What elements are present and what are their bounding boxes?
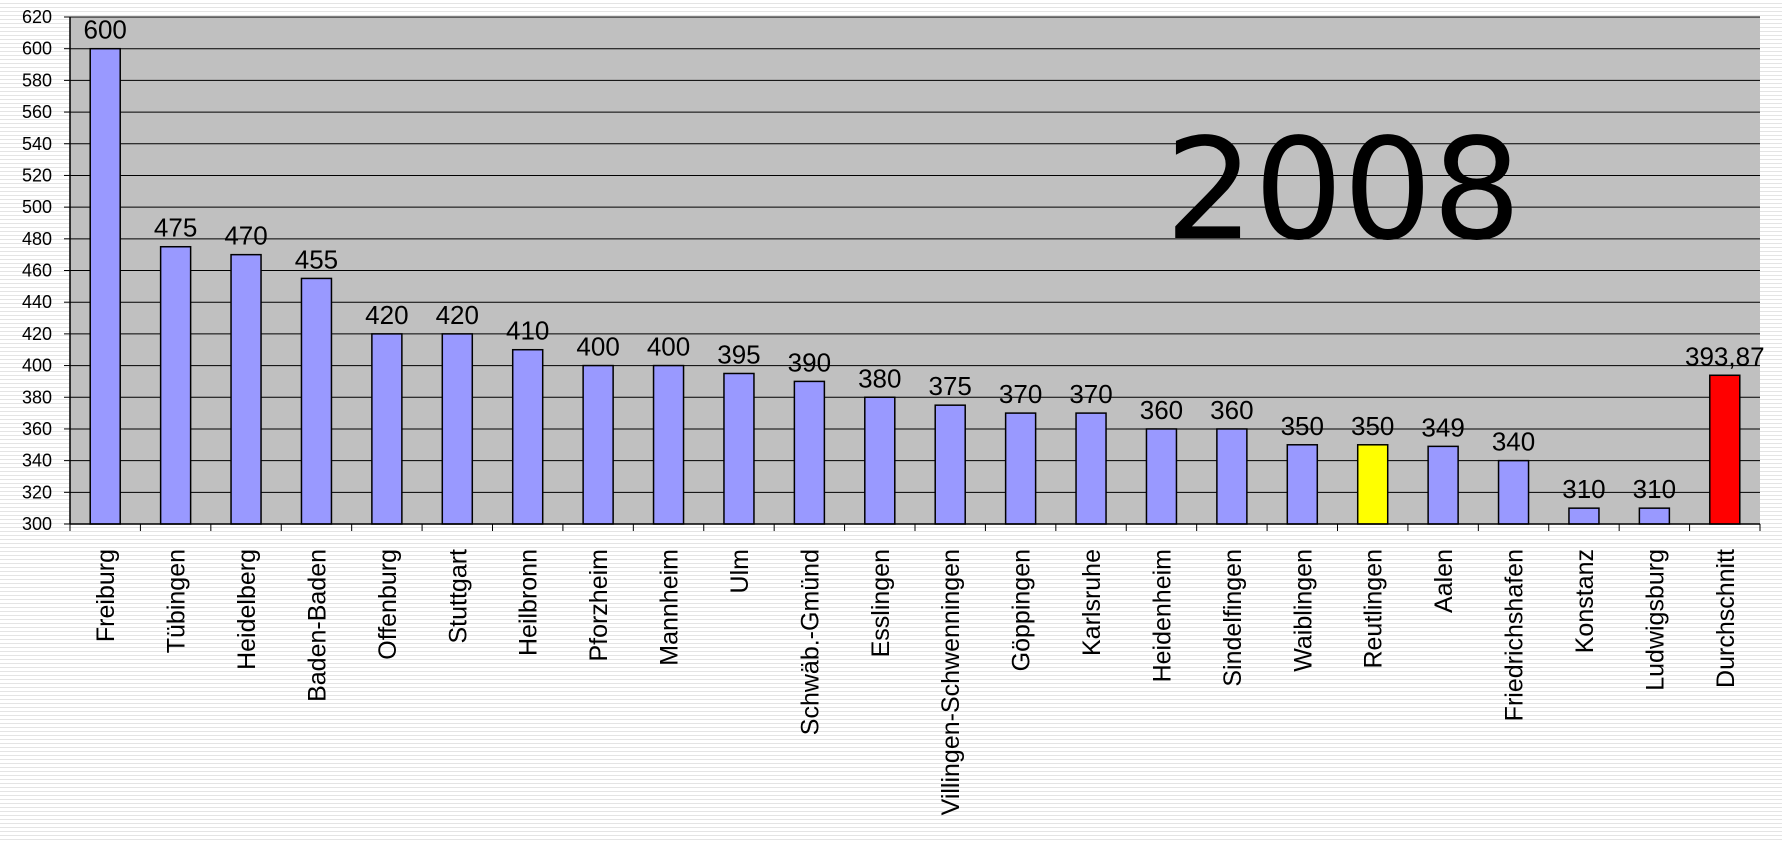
data-label: 410: [506, 316, 549, 346]
data-label: 400: [576, 332, 619, 362]
y-tick-label: 560: [22, 102, 52, 122]
data-label: 380: [858, 363, 901, 393]
category-label: Reutlingen: [1360, 549, 1388, 669]
category-label: Mannheim: [656, 549, 684, 666]
y-tick-label: 520: [22, 165, 52, 185]
y-tick-label: 460: [22, 261, 52, 281]
category-label: Schwäb.-Gmünd: [796, 549, 824, 735]
bar: [371, 333, 403, 525]
category-label: Karlsruhe: [1078, 549, 1106, 656]
data-label: 360: [1210, 395, 1253, 425]
category-label: Waiblingen: [1289, 549, 1317, 672]
bar: [1709, 374, 1741, 525]
year-annotation: 2008: [1165, 109, 1521, 272]
category-label: Ulm: [726, 549, 754, 593]
category-label: Sindelfingen: [1219, 549, 1247, 687]
bar: [511, 348, 544, 525]
bar: [1568, 507, 1600, 525]
y-axis-tick-labels: 300 320 340 360 380 400 420 440 460 480 500 520 540 5…: [22, 7, 52, 534]
y-tick-label: 340: [22, 451, 52, 471]
category-label: Heidelberg: [233, 549, 261, 670]
bar: [1004, 412, 1037, 525]
y-tick-label: 360: [22, 419, 52, 439]
data-label: 393,87: [1685, 341, 1765, 371]
bar: [441, 333, 474, 525]
data-label: 370: [999, 379, 1042, 409]
y-tick-label: 300: [22, 514, 52, 534]
y-tick-label: 440: [22, 292, 52, 312]
y-tick-label: 320: [22, 482, 52, 502]
data-label: 350: [1351, 411, 1394, 441]
y-tick-label: 420: [22, 324, 52, 344]
bar: [1075, 412, 1107, 525]
category-label: Freiburg: [92, 549, 120, 642]
y-tick-label: 580: [22, 70, 52, 90]
bar: [652, 364, 685, 525]
data-label: 420: [436, 300, 479, 330]
category-label: Konstanz: [1571, 549, 1599, 653]
bar: [230, 253, 262, 525]
data-label: 310: [1633, 474, 1676, 504]
data-label: 455: [295, 244, 338, 274]
data-label: 310: [1562, 474, 1605, 504]
data-label: 395: [717, 339, 760, 369]
y-tick-label: 400: [22, 356, 52, 376]
category-label: Pforzheim: [585, 549, 613, 662]
bar: [793, 380, 826, 525]
data-label: 370: [1069, 379, 1112, 409]
bar: [1356, 444, 1389, 525]
data-label: 600: [84, 15, 127, 45]
category-labels: Freiburg Tübingen Heidelberg Baden-Baden Off…: [92, 549, 1740, 815]
bar: [864, 396, 896, 525]
data-label: 375: [929, 371, 972, 401]
y-tick-label: 620: [22, 7, 52, 27]
data-label: 350: [1281, 411, 1324, 441]
category-label: Durchschnitt: [1712, 549, 1740, 688]
bar: [723, 372, 755, 525]
y-tick-label: 540: [22, 134, 52, 154]
category-label: Heidenheim: [1148, 549, 1176, 682]
data-label: 470: [224, 221, 267, 251]
bar: [1216, 428, 1248, 525]
category-label: Baden-Baden: [303, 549, 331, 702]
data-label: 420: [365, 300, 408, 330]
gridlines: [64, 16, 1760, 525]
bar: [1286, 444, 1319, 525]
category-label: Ludwigsburg: [1641, 549, 1669, 691]
data-label: 349: [1421, 412, 1464, 442]
y-tick-label: 480: [22, 229, 52, 249]
category-label: Heilbronn: [515, 549, 543, 656]
bar: [1497, 459, 1530, 525]
category-label: Tübingen: [163, 549, 191, 653]
category-label: Esslingen: [867, 549, 895, 657]
bars: [89, 47, 1741, 525]
y-tick-label: 500: [22, 197, 52, 217]
bar: [159, 245, 192, 525]
data-label: 390: [788, 347, 831, 377]
category-label: Göppingen: [1008, 549, 1036, 671]
bar: [582, 364, 614, 525]
category-label: Offenburg: [374, 549, 402, 660]
category-label: Stuttgart: [444, 549, 472, 644]
bar: [1145, 428, 1178, 525]
category-label: Friedrichshafen: [1501, 549, 1529, 721]
bar: [89, 47, 121, 525]
y-tick-label: 380: [22, 387, 52, 407]
data-label: 340: [1492, 427, 1535, 457]
y-tick-label: 600: [22, 39, 52, 59]
bar: [934, 404, 966, 525]
data-label: 360: [1140, 395, 1183, 425]
bar: [1638, 507, 1671, 525]
data-label: 400: [647, 332, 690, 362]
bar: [1427, 445, 1459, 525]
category-label: Aalen: [1430, 549, 1458, 613]
data-label: 475: [154, 213, 197, 243]
bar: [300, 277, 333, 525]
data-labels: 600 475 470 455 420 420 410 400 400 395 390 380 375 3…: [84, 15, 1765, 504]
category-label: Villingen-Schwenningen: [937, 549, 965, 815]
x-axis-ticks: [69, 524, 1761, 531]
